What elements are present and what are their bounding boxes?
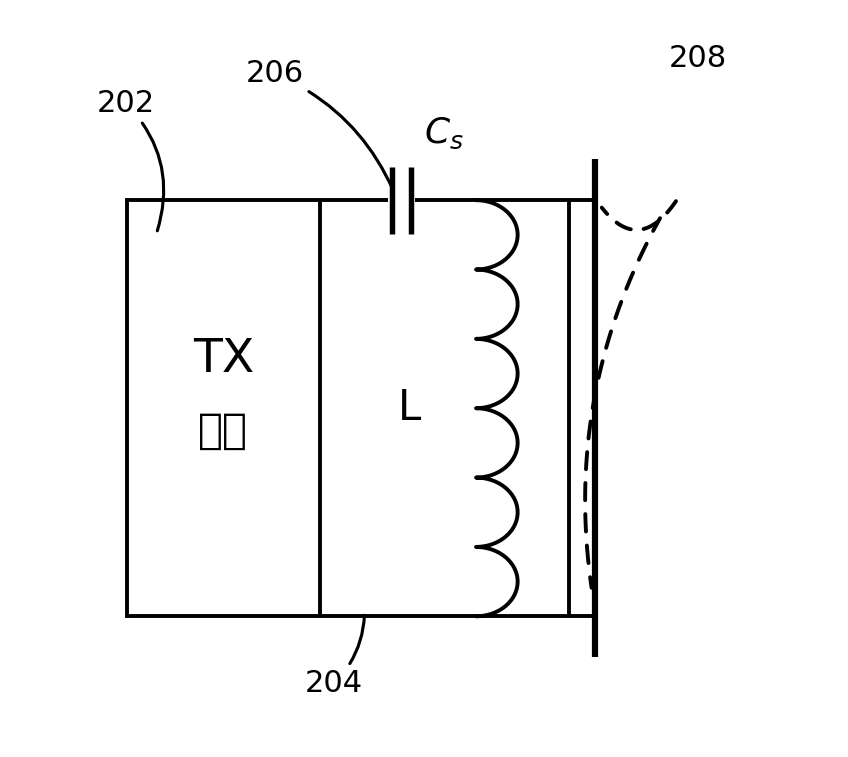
Text: L: L: [398, 388, 421, 429]
Text: 202: 202: [97, 89, 164, 231]
Text: $C_s$: $C_s$: [424, 116, 464, 151]
Text: 电路: 电路: [198, 410, 248, 451]
FancyBboxPatch shape: [126, 200, 320, 616]
Text: TX: TX: [192, 338, 254, 382]
Text: 204: 204: [305, 615, 365, 698]
Text: 206: 206: [246, 59, 393, 190]
Text: 208: 208: [669, 45, 728, 73]
